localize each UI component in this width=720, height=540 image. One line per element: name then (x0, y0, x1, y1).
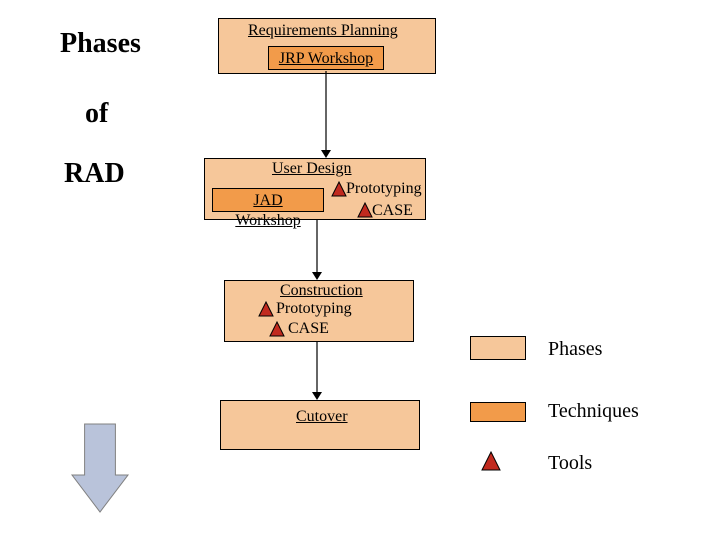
legend-technique-swatch (470, 402, 526, 422)
down-arrow-icon (72, 424, 128, 512)
phase-construction-heading: Construction (280, 282, 363, 300)
flow-arrow-icon (320, 71, 332, 158)
title-of: of (85, 98, 108, 130)
phase-requirements-heading: Requirements Planning (248, 22, 398, 40)
tool-icon (270, 322, 284, 336)
legend-technique-label: Techniques (548, 400, 639, 423)
technique-jad: JAD Workshop (212, 188, 324, 212)
tool-prototyping-label: Prototyping (346, 180, 422, 198)
title-rad: RAD (64, 158, 125, 190)
tool-icon (358, 203, 372, 217)
tool-icon (332, 182, 346, 196)
tool-case-label: CASE (372, 202, 413, 220)
legend-phase-swatch (470, 336, 526, 360)
title-phases: Phases (60, 28, 141, 60)
flow-arrow-icon (311, 342, 323, 400)
legend-tool-label: Tools (548, 452, 592, 475)
flow-arrow-icon (311, 220, 323, 280)
phase-cutover-heading: Cutover (296, 408, 348, 426)
legend-tool-icon (482, 452, 500, 470)
legend-phase-label: Phases (548, 338, 602, 361)
tool-case-label: CASE (288, 320, 329, 338)
technique-jrp: JRP Workshop (268, 46, 384, 70)
phase-user-design-heading: User Design (272, 160, 352, 178)
tool-prototyping-label: Prototyping (276, 300, 352, 318)
tool-icon (259, 302, 273, 316)
